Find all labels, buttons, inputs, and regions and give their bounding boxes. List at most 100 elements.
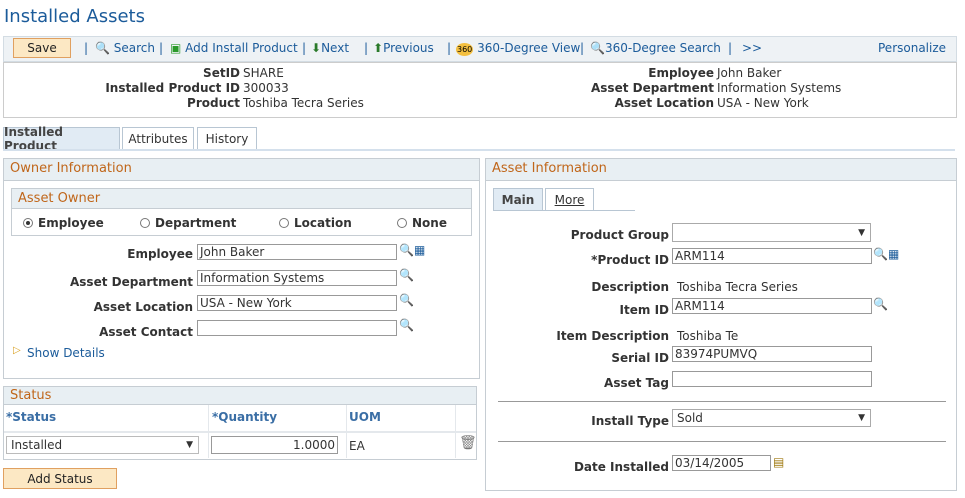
item-id-label: Item ID — [619, 303, 669, 317]
add-install-product-link[interactable]: ▣ Add Install Product — [170, 41, 298, 55]
radio-none-label: None — [412, 216, 447, 230]
setid-label: SetID — [203, 66, 240, 80]
separator: | — [447, 41, 452, 55]
next-link[interactable]: ⬇Next — [311, 41, 349, 55]
divider — [498, 401, 946, 402]
lookup-icon[interactable]: 🔍 — [399, 243, 414, 257]
calendar-icon[interactable]: ▦ — [414, 243, 426, 257]
tab-divider — [3, 149, 955, 151]
360-view-link[interactable]: 360 360-Degree View — [456, 41, 580, 56]
product-id-input[interactable]: ARM114 — [672, 248, 872, 264]
chevron-down-icon: ▼ — [186, 440, 193, 450]
add-icon: ▣ — [170, 41, 182, 55]
location-label: Asset Location — [614, 96, 714, 110]
date-installed-label: Date Installed — [573, 460, 669, 474]
serial-id-label: Serial ID — [611, 351, 669, 365]
lookup-icon[interactable]: 🔍 — [399, 318, 414, 332]
radio-location[interactable] — [279, 218, 289, 228]
dept-label: Asset Department — [591, 81, 714, 95]
quantity-input[interactable]: 1.0000 — [211, 436, 338, 454]
dept-field-label: Asset Department — [70, 275, 193, 289]
dept-input[interactable]: Information Systems — [197, 270, 397, 286]
chevron-down-icon: ▼ — [858, 228, 865, 238]
tab-attributes[interactable]: Attributes — [122, 127, 194, 149]
employee-label: Employee — [648, 66, 714, 80]
calendar-icon[interactable]: ▦ — [888, 247, 900, 261]
delete-row-icon[interactable]: 🗑 — [459, 435, 477, 451]
calendar-icon[interactable]: ▤ — [773, 455, 785, 469]
install-type-label: Install Type — [591, 414, 669, 428]
location-field-label: Asset Location — [93, 300, 193, 314]
setid-value: SHARE — [243, 66, 284, 80]
subtab-more[interactable]: More — [545, 188, 594, 210]
item-description-value: Toshiba Te — [677, 329, 739, 343]
search-link[interactable]: 🔍 Search — [95, 41, 155, 55]
more-link[interactable]: >> — [742, 41, 763, 55]
location-input[interactable]: USA - New York — [197, 295, 397, 311]
product-id-label: *Product ID — [591, 253, 669, 267]
install-type-value: Sold — [677, 411, 703, 425]
employee-field-label: Employee — [127, 247, 193, 261]
divider — [498, 441, 946, 442]
360-search-label: 360-Degree Search — [604, 41, 721, 55]
separator: | — [364, 41, 369, 55]
personalize-link[interactable]: Personalize — [878, 41, 947, 55]
col-quantity: *Quantity — [212, 410, 278, 424]
separator: | — [84, 41, 89, 55]
employee-value: John Baker — [717, 66, 782, 80]
radio-employee-label: Employee — [38, 216, 104, 230]
ipid-label: Installed Product ID — [105, 81, 240, 95]
radio-none[interactable] — [397, 218, 407, 228]
lookup-icon[interactable]: 🔍 — [399, 293, 414, 307]
item-description-label: Item Description — [556, 329, 669, 343]
previous-link[interactable]: ⬆Previous — [373, 41, 434, 55]
360-search-link[interactable]: 🔍360-Degree Search — [590, 41, 721, 55]
save-button[interactable]: Save — [13, 38, 71, 58]
separator: | — [580, 41, 585, 55]
status-select[interactable]: Installed ▼ — [6, 436, 199, 454]
tab-history[interactable]: History — [197, 127, 257, 149]
tab-installed-product[interactable]: Installed Product — [3, 125, 120, 153]
page-title: Installed Assets — [4, 6, 145, 27]
asset-tag-label: Asset Tag — [604, 376, 669, 390]
product-group-label: Product Group — [570, 228, 669, 242]
status-title: Status — [4, 387, 476, 405]
previous-icon: ⬆ — [373, 41, 384, 55]
owner-information-panel: Owner Information Asset Owner Employee D… — [3, 158, 480, 379]
description-value: Toshiba Tecra Series — [677, 280, 798, 294]
radio-employee[interactable] — [23, 218, 33, 228]
previous-label: Previous — [383, 41, 434, 55]
radio-department[interactable] — [140, 218, 150, 228]
uom-value: EA — [349, 439, 365, 453]
add-status-button[interactable]: Add Status — [3, 468, 117, 489]
lookup-icon[interactable]: 🔍 — [873, 247, 888, 261]
asset-tag-input[interactable] — [672, 371, 872, 387]
status-panel: Status *Status *Quantity UOM Installed ▼ … — [3, 386, 477, 460]
description-label: Description — [591, 280, 669, 294]
expand-triangle-icon[interactable]: ▷ — [13, 345, 21, 356]
employee-input[interactable]: John Baker — [197, 244, 397, 260]
asset-owner-group: Asset Owner Employee Department Location… — [11, 188, 472, 236]
status-table-header: *Status *Quantity UOM — [4, 405, 476, 433]
subtab-main[interactable]: Main — [493, 188, 543, 210]
header-info: SetID SHARE Installed Product ID 300033 … — [3, 62, 957, 118]
lookup-icon[interactable]: 🔍 — [873, 297, 888, 311]
chevron-down-icon: ▼ — [858, 413, 865, 423]
owner-information-title: Owner Information — [4, 159, 479, 181]
date-installed-input[interactable]: 03/14/2005 — [672, 455, 771, 471]
dept-value: Information Systems — [717, 81, 842, 95]
contact-input[interactable] — [197, 320, 397, 336]
product-group-select[interactable]: ▼ — [672, 223, 871, 242]
toolbar: Save | 🔍 Search | ▣ Add Install Product … — [3, 36, 957, 62]
install-type-select[interactable]: Sold ▼ — [672, 409, 871, 427]
360-icon: 360 — [456, 43, 474, 56]
show-details-link[interactable]: Show Details — [27, 346, 105, 360]
separator: | — [302, 41, 307, 55]
search-icon: 🔍 — [95, 41, 110, 55]
lookup-icon[interactable]: 🔍 — [399, 268, 414, 282]
add-label: Add Install Product — [185, 41, 298, 55]
serial-id-input[interactable]: 83974PUMVQ — [672, 346, 872, 362]
ipid-value: 300033 — [243, 81, 289, 95]
radio-location-label: Location — [294, 216, 352, 230]
item-id-input[interactable]: ARM114 — [672, 298, 872, 314]
